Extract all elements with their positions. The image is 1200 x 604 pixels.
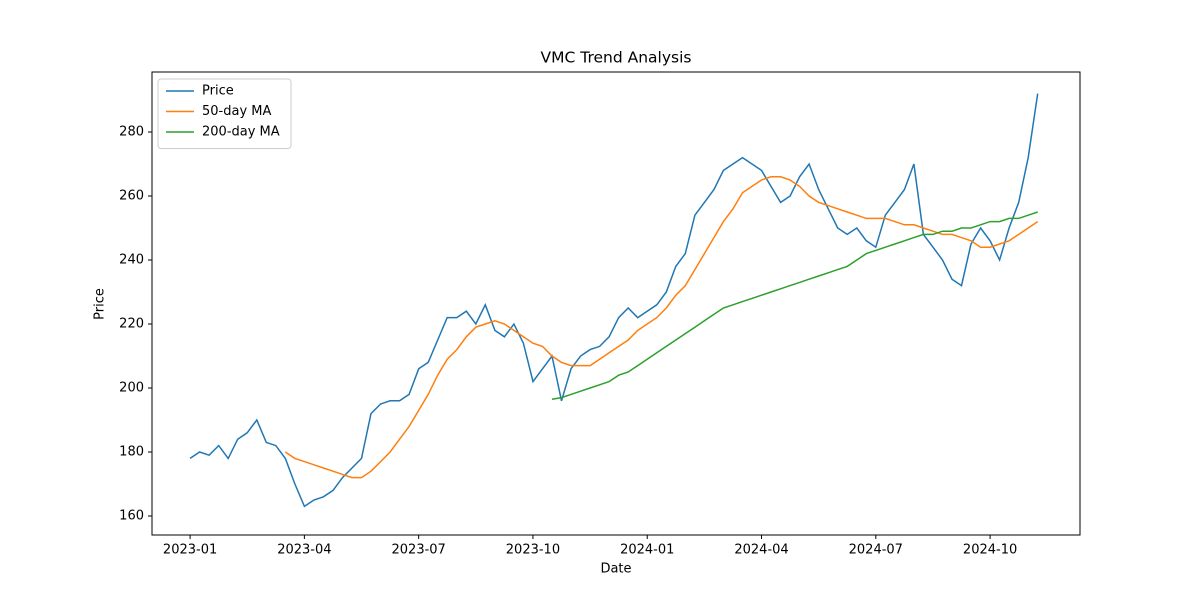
legend-box <box>157 78 292 149</box>
y-tick-label: 200 <box>119 380 144 395</box>
y-tick-label: 160 <box>119 508 144 523</box>
y-tick-label: 220 <box>119 316 144 331</box>
x-tick-label: 2024-10 <box>963 543 1017 558</box>
x-axis-label: Date <box>600 562 631 577</box>
x-tick-label: 2023-10 <box>506 543 560 558</box>
legend-label: 50-day MA <box>202 104 271 119</box>
y-tick-label: 280 <box>119 124 144 139</box>
x-tick-label: 2024-01 <box>620 543 674 558</box>
x-tick-label: 2024-04 <box>734 543 788 558</box>
y-tick-label: 260 <box>119 188 144 203</box>
x-tick-label: 2023-01 <box>163 543 217 558</box>
x-tick-label: 2024-07 <box>849 543 903 558</box>
y-axis-label: Price <box>93 288 108 320</box>
series-line <box>551 211 1038 400</box>
x-tick-label: 2023-07 <box>392 543 446 558</box>
series-line <box>284 176 1039 479</box>
legend-label: Price <box>202 84 234 99</box>
x-tick-label: 2023-04 <box>277 543 331 558</box>
chart-title: VMC Trend Analysis <box>541 49 692 67</box>
legend-label: 200-day MA <box>202 125 280 140</box>
y-tick-label: 180 <box>119 444 144 459</box>
series-line <box>189 93 1039 508</box>
y-tick-label: 240 <box>119 252 144 267</box>
plot-area <box>151 71 1081 536</box>
